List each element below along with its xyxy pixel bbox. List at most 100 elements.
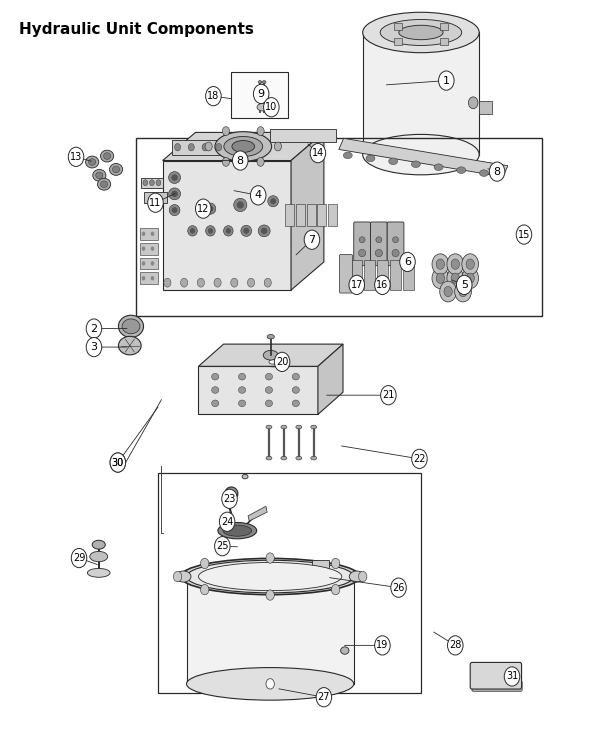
Ellipse shape — [261, 227, 268, 234]
Text: 17: 17 — [350, 280, 363, 290]
Ellipse shape — [118, 315, 143, 337]
Text: 14: 14 — [312, 148, 324, 158]
Ellipse shape — [434, 164, 443, 171]
Ellipse shape — [199, 562, 342, 591]
Circle shape — [216, 143, 222, 151]
Bar — [140, 228, 158, 240]
Circle shape — [444, 286, 452, 296]
Ellipse shape — [96, 172, 103, 178]
Text: 1: 1 — [443, 76, 450, 85]
Circle shape — [457, 275, 472, 294]
Circle shape — [173, 571, 182, 582]
Polygon shape — [199, 344, 343, 366]
Circle shape — [451, 273, 460, 283]
Ellipse shape — [296, 456, 302, 460]
Ellipse shape — [215, 132, 272, 161]
Ellipse shape — [104, 153, 110, 160]
Polygon shape — [339, 138, 508, 177]
Ellipse shape — [122, 319, 140, 334]
Bar — [328, 204, 337, 227]
Text: 15: 15 — [518, 230, 530, 239]
Ellipse shape — [212, 386, 219, 393]
Circle shape — [164, 278, 171, 287]
FancyBboxPatch shape — [472, 681, 522, 691]
Circle shape — [223, 126, 230, 135]
Ellipse shape — [268, 195, 278, 207]
Ellipse shape — [311, 425, 317, 429]
Ellipse shape — [223, 525, 251, 536]
Ellipse shape — [188, 226, 197, 236]
Bar — [187, 577, 354, 684]
Ellipse shape — [270, 198, 276, 204]
Ellipse shape — [92, 540, 106, 549]
Circle shape — [274, 142, 281, 151]
Ellipse shape — [311, 456, 317, 460]
Ellipse shape — [457, 167, 466, 174]
Ellipse shape — [267, 334, 274, 339]
Circle shape — [263, 97, 279, 117]
Ellipse shape — [172, 207, 178, 213]
Circle shape — [156, 180, 161, 186]
Text: 16: 16 — [376, 280, 389, 290]
Ellipse shape — [399, 25, 443, 39]
Ellipse shape — [208, 206, 214, 212]
Ellipse shape — [241, 225, 251, 236]
Text: 5: 5 — [461, 280, 468, 290]
Circle shape — [86, 337, 102, 357]
Ellipse shape — [90, 551, 107, 562]
Circle shape — [490, 162, 505, 181]
Circle shape — [447, 254, 464, 274]
Circle shape — [151, 276, 154, 280]
Bar — [270, 129, 336, 142]
Circle shape — [374, 275, 390, 294]
Circle shape — [447, 268, 464, 288]
Text: 19: 19 — [376, 640, 389, 650]
Ellipse shape — [212, 400, 219, 406]
Circle shape — [440, 281, 457, 302]
Text: 12: 12 — [197, 204, 209, 214]
Text: Hydraulic Unit Components: Hydraulic Unit Components — [19, 22, 254, 37]
Text: 30: 30 — [112, 458, 124, 467]
Bar — [440, 23, 448, 30]
Bar — [140, 258, 158, 270]
Circle shape — [250, 186, 266, 205]
Ellipse shape — [236, 201, 244, 209]
Circle shape — [455, 281, 472, 302]
Ellipse shape — [366, 155, 375, 162]
Circle shape — [459, 286, 467, 296]
FancyBboxPatch shape — [370, 222, 387, 266]
Ellipse shape — [88, 568, 110, 577]
Ellipse shape — [375, 250, 382, 257]
Circle shape — [504, 667, 520, 686]
Text: 25: 25 — [216, 541, 229, 551]
Circle shape — [469, 97, 478, 108]
Circle shape — [231, 278, 238, 287]
Ellipse shape — [109, 163, 122, 175]
Circle shape — [436, 273, 445, 283]
Circle shape — [200, 558, 209, 568]
Text: 24: 24 — [221, 517, 233, 527]
Ellipse shape — [257, 103, 268, 111]
Bar — [140, 273, 158, 284]
Bar — [232, 72, 288, 117]
Circle shape — [86, 319, 102, 338]
Bar — [479, 100, 493, 114]
Ellipse shape — [376, 237, 382, 243]
Circle shape — [264, 278, 271, 287]
Bar — [394, 23, 402, 30]
Circle shape — [197, 278, 205, 287]
Ellipse shape — [93, 169, 106, 181]
Circle shape — [257, 158, 264, 166]
Ellipse shape — [224, 137, 263, 157]
Polygon shape — [143, 192, 167, 203]
Circle shape — [466, 273, 475, 283]
Ellipse shape — [176, 571, 191, 582]
Circle shape — [349, 275, 365, 294]
Ellipse shape — [264, 357, 282, 367]
Ellipse shape — [226, 228, 231, 234]
Circle shape — [206, 86, 221, 106]
Bar — [163, 160, 291, 290]
Text: 31: 31 — [506, 672, 518, 681]
Bar — [317, 204, 326, 227]
Circle shape — [222, 489, 237, 508]
